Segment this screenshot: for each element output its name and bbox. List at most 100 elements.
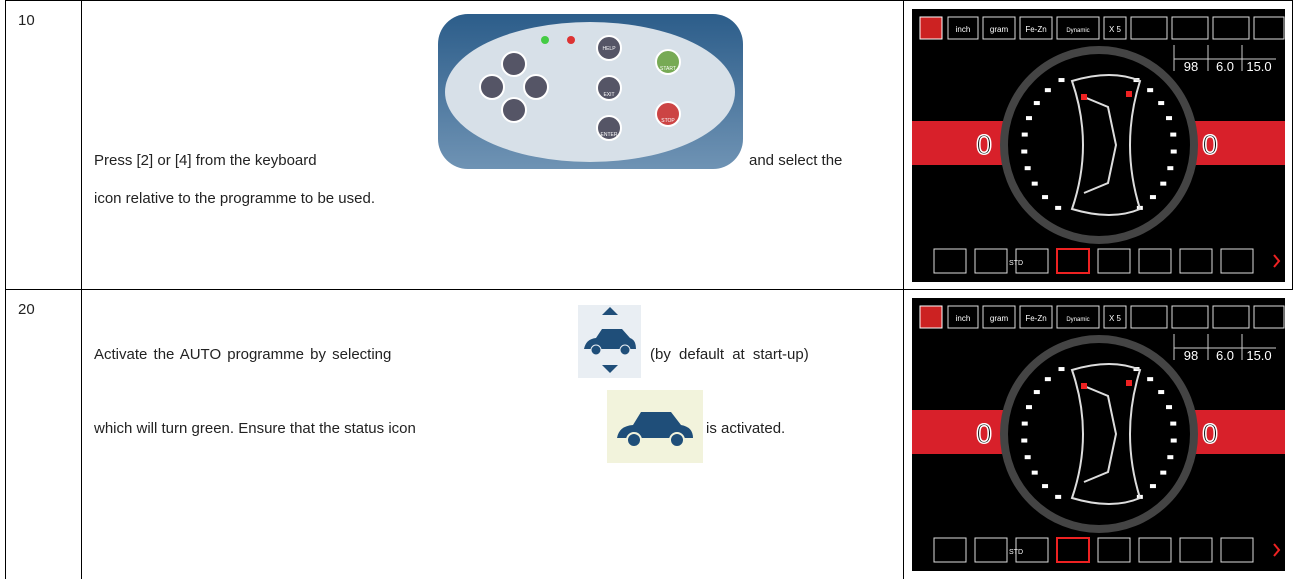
icon-box	[1179, 248, 1213, 274]
icon-box	[982, 16, 1016, 40]
icon-box	[974, 248, 1008, 274]
icon-label: STD	[1009, 549, 1023, 556]
icon-box	[933, 248, 967, 274]
tick	[1031, 470, 1038, 475]
tick	[1058, 78, 1065, 83]
readout: 0	[976, 129, 992, 160]
icon-box	[1103, 16, 1127, 40]
icon-box	[933, 537, 967, 563]
reading: 98	[1184, 348, 1198, 363]
icon-label: inch	[956, 25, 971, 34]
tick	[1021, 149, 1028, 154]
icon-box	[1212, 305, 1250, 329]
icon-box	[1056, 537, 1090, 563]
tick	[1042, 484, 1049, 489]
wheel-ring	[1000, 46, 1198, 244]
icon-label: Fe-Zn	[1025, 25, 1046, 34]
marker	[1081, 383, 1087, 389]
icon-box	[947, 16, 979, 40]
icon	[919, 16, 943, 40]
key-label: ENTER	[601, 132, 618, 138]
tick	[1149, 484, 1156, 489]
marker	[1126, 91, 1132, 97]
tick	[1024, 166, 1031, 171]
tick	[1055, 494, 1062, 499]
tick	[1167, 166, 1174, 171]
key-label: HELP	[602, 46, 616, 52]
icon-label: Dynamic	[1066, 317, 1089, 323]
icon-label: gram	[990, 314, 1009, 323]
wheel-ring	[1000, 335, 1198, 533]
icon-box	[1138, 248, 1172, 274]
icon-box	[974, 537, 1008, 563]
tick	[1031, 181, 1038, 186]
icon-box	[1019, 305, 1053, 329]
icon-label: gram	[990, 25, 1009, 34]
tick	[1158, 101, 1165, 106]
tick	[1170, 149, 1177, 154]
arrow	[1273, 543, 1281, 557]
tick	[1058, 367, 1065, 372]
tyre	[1070, 363, 1142, 505]
reading: 6.0	[1216, 348, 1234, 363]
tick	[1149, 195, 1156, 200]
tick	[1166, 116, 1173, 121]
icon-box	[982, 305, 1016, 329]
key-label: START	[660, 66, 676, 72]
text: (by default at start-up)	[650, 346, 809, 363]
icon-box	[1130, 16, 1168, 40]
icon-box	[1212, 16, 1250, 40]
icon-box	[1019, 16, 1053, 40]
icon-box	[1097, 248, 1131, 274]
text: which will turn green. Ensure that the s…	[94, 420, 416, 437]
icon	[919, 305, 943, 329]
rim	[1083, 96, 1118, 194]
arrow	[1273, 254, 1281, 268]
icon-box	[947, 305, 979, 329]
auto-icon	[578, 305, 641, 378]
tick	[1021, 438, 1028, 443]
text: icon relative to the programme to be use…	[94, 190, 375, 207]
tick	[1044, 88, 1051, 93]
icon-label: STD	[1009, 260, 1023, 267]
icon-box	[1056, 16, 1100, 40]
readout: 0	[976, 418, 992, 449]
icon-box	[1056, 305, 1100, 329]
status-icon	[607, 390, 703, 463]
text: and select the	[749, 152, 843, 169]
border	[81, 0, 82, 579]
red-band	[912, 121, 1008, 165]
tick	[1170, 132, 1177, 137]
tick	[1167, 455, 1174, 460]
balancer-screen: inch gram Fe-Zn Dynamic X 5 98 6.0 15.0 0 0 STD	[912, 298, 1285, 571]
icon-box	[1220, 537, 1254, 563]
tick	[1033, 390, 1040, 395]
tick	[1170, 421, 1177, 426]
icon-box	[1097, 537, 1131, 563]
keyboard-image: HELP EXIT ENTER START STOP	[438, 14, 743, 169]
icon-box	[1253, 305, 1285, 329]
tick	[1021, 132, 1028, 137]
reading: 15.0	[1246, 59, 1271, 74]
icon-label: X 5	[1109, 314, 1122, 323]
step-number: 10	[18, 12, 35, 29]
tick	[1170, 438, 1177, 443]
border	[5, 289, 1293, 290]
tick	[1158, 390, 1165, 395]
red-band	[1190, 410, 1285, 454]
tick	[1166, 405, 1173, 410]
tick	[1025, 405, 1032, 410]
border	[903, 0, 904, 579]
icon-box	[1015, 248, 1049, 274]
icon-box	[1103, 305, 1127, 329]
tick	[1160, 181, 1167, 186]
text: is activated.	[706, 420, 786, 437]
icon-label: Fe-Zn	[1025, 314, 1046, 323]
tick	[1025, 116, 1032, 121]
reading: 98	[1184, 59, 1198, 74]
border	[5, 0, 1293, 1]
icon-box	[1171, 305, 1209, 329]
red-band	[912, 410, 1008, 454]
icon-box	[1015, 537, 1049, 563]
